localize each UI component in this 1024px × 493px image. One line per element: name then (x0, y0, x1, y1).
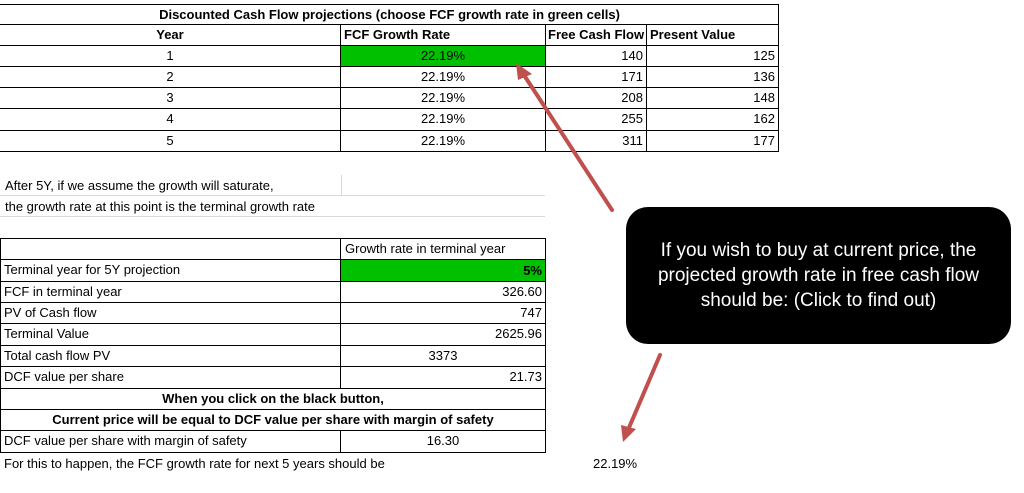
table-row-pv: 148 (753, 90, 775, 105)
arrow-to-result (626, 353, 662, 432)
table-row-fcf: 208 (621, 90, 643, 105)
terminal-row-label: Total cash flow PV (4, 348, 111, 363)
header-present-value: Present Value (650, 27, 736, 42)
terminal-row-value: 747 (520, 305, 542, 320)
terminal-row-label: Terminal Value (4, 326, 90, 341)
table-row-growth: 22.19% (420, 90, 466, 105)
table-row-growth: 22.19% (420, 69, 466, 84)
callout-text: If you wish to buy at current price, the… (657, 240, 980, 311)
arrow-to-growth-cell (520, 70, 614, 212)
table-row-pv: 136 (753, 69, 775, 84)
mos-value: 16.30 (426, 433, 460, 448)
arrowhead-bottom (621, 425, 636, 442)
find-growth-rate-button[interactable]: If you wish to buy at current price, the… (626, 207, 1011, 344)
growth-rate-input-cell[interactable]: 22.19% (341, 46, 545, 66)
terminal-row-value: 326.60 (502, 284, 542, 299)
table-row-pv: 125 (753, 48, 775, 63)
header-fcf-growth-rate: FCF Growth Rate (344, 27, 451, 42)
table-row-year: 4 (166, 111, 174, 126)
terminal-row-label: FCF in terminal year (4, 284, 122, 299)
final-growth-label: For this to happen, the FCF growth rate … (4, 456, 385, 471)
table-row-year: 2 (166, 69, 174, 84)
table-row-pv: 177 (753, 133, 775, 148)
table-row-pv: 162 (753, 111, 775, 126)
table-row-fcf: 255 (621, 111, 643, 126)
final-growth-value: 22.19% (593, 456, 638, 471)
table-row-year: 1 (166, 48, 174, 63)
note-line-2: the growth rate at this point is the ter… (5, 199, 315, 214)
terminal-row-value: 3373 (428, 348, 458, 363)
table-row-year: 5 (166, 133, 174, 148)
note-line-1: After 5Y, if we assume the growth will s… (5, 178, 274, 193)
table-row-growth: 22.19% (420, 111, 466, 126)
table-row-growth: 22.19% (420, 133, 466, 148)
arrowhead-top (516, 63, 532, 80)
table-row-fcf: 140 (621, 48, 643, 63)
table-row-fcf: 311 (622, 133, 643, 148)
header-free-cash-flow: Free Cash Flow (548, 27, 645, 42)
table-row-year: 3 (166, 90, 174, 105)
terminal-row-label: Terminal year for 5Y projection (4, 262, 181, 277)
explain-line-1: When you click on the black button, (162, 391, 384, 406)
explain-line-2: Current price will be equal to DCF value… (52, 412, 494, 427)
terminal-row-label: PV of Cash flow (4, 305, 97, 320)
terminal-row-value: 21.73 (509, 369, 542, 384)
terminal-growth-input-cell[interactable]: 5% (341, 260, 545, 281)
mos-label: DCF value per share with margin of safet… (4, 433, 247, 448)
header-year: Year (156, 27, 184, 42)
terminal-row-label: DCF value per share (4, 369, 124, 384)
table-row-fcf: 171 (621, 69, 643, 84)
terminal-header: Growth rate in terminal year (345, 241, 506, 256)
dcf-table-title: Discounted Cash Flow projections (choose… (159, 7, 620, 22)
terminal-row-value: 2625.96 (495, 326, 542, 341)
